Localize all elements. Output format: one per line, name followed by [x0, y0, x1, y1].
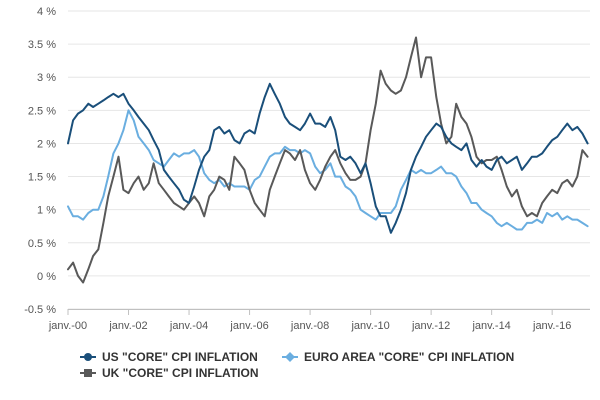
x-tick-label: janv.-14: [471, 320, 510, 332]
x-tick-label: janv.-16: [532, 320, 571, 332]
legend-item-us-core-cpi[interactable]: US "CORE" CPI INFLATION: [80, 350, 258, 364]
us-core-cpi-series-line: [67, 82, 589, 234]
x-tick-label: janv.-00: [48, 320, 87, 332]
legend-item-euro-area-core-cpi[interactable]: EURO AREA "CORE" CPI INFLATION: [282, 350, 514, 364]
x-tick-label: janv.-12: [411, 320, 450, 332]
y-tick-label: 1 %: [37, 205, 56, 217]
x-tick-label: janv.-06: [229, 320, 268, 332]
y-tick-label: -0.5 %: [24, 304, 56, 316]
legend: US "CORE" CPI INFLATION EURO AREA "CORE" …: [80, 350, 514, 380]
y-tick-label: 2 %: [37, 138, 56, 150]
y-tick-label: 3.5 %: [28, 39, 56, 51]
y-tick-label: 0.5 %: [28, 238, 56, 250]
y-tick-label: 2.5 %: [28, 105, 56, 117]
x-tick-label: janv.-10: [350, 320, 389, 332]
x-tick-label: janv.-02: [108, 320, 147, 332]
x-axis-ticks: janv.-00 janv.-02 janv.-04 janv.-06 janv.-08…: [48, 309, 571, 332]
y-tick-label: 1.5 %: [28, 172, 56, 184]
legend-label: US "CORE" CPI INFLATION: [102, 350, 258, 364]
y-axis-tick-labels: -0.5 % 0 % 0.5 % 1 % 1.5 % 2 % 2.5 % 3 % 3.5 % 4 …: [24, 6, 56, 316]
legend-label: EURO AREA "CORE" CPI INFLATION: [304, 350, 514, 364]
euro-area-core-cpi-series-line: [67, 109, 589, 231]
series-lines: [67, 36, 589, 284]
uk-core-cpi-series-line: [67, 36, 589, 284]
legend-square-marker: [84, 369, 92, 377]
legend-item-uk-core-cpi[interactable]: UK "CORE" CPI INFLATION: [80, 366, 259, 380]
legend-diamond-marker: [285, 352, 295, 362]
x-tick-label: janv.-08: [290, 320, 329, 332]
legend-label: UK "CORE" CPI INFLATION: [102, 366, 259, 380]
y-tick-label: 3 %: [37, 72, 56, 84]
y-tick-label: 4 %: [37, 6, 56, 18]
x-tick-label: janv.-04: [169, 320, 208, 332]
legend-circle-marker: [84, 353, 92, 361]
y-tick-label: 0 %: [37, 271, 56, 283]
